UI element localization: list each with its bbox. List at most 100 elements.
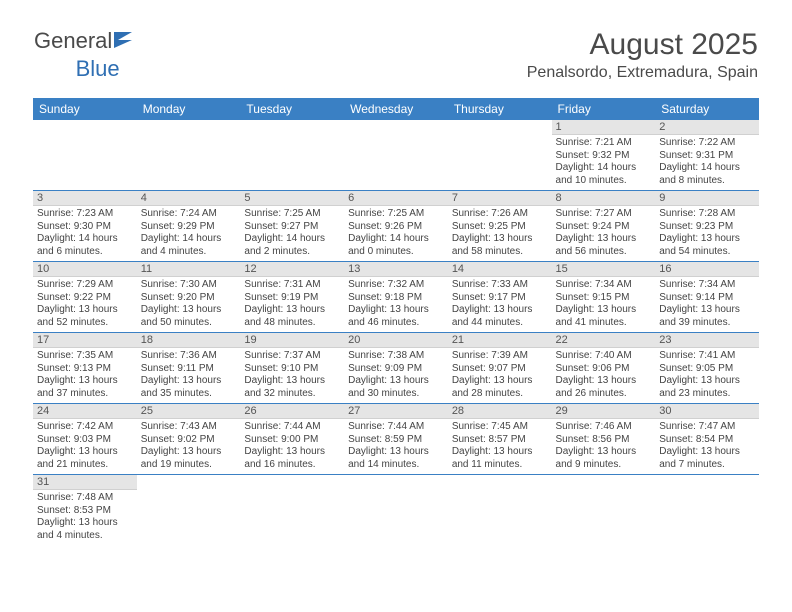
day-line: Sunrise: 7:29 AM bbox=[37, 279, 133, 292]
calendar-cell: 16Sunrise: 7:34 AMSunset: 9:14 PMDayligh… bbox=[655, 262, 759, 333]
logo-line2: GenBlue bbox=[34, 56, 120, 82]
day-number: 12 bbox=[240, 262, 344, 277]
day-number: 15 bbox=[552, 262, 656, 277]
calendar-table: SundayMondayTuesdayWednesdayThursdayFrid… bbox=[33, 98, 759, 545]
logo: General bbox=[34, 28, 136, 54]
day-line: Daylight: 13 hours bbox=[141, 375, 237, 388]
day-line: Sunrise: 7:28 AM bbox=[659, 208, 755, 221]
calendar-cell: 13Sunrise: 7:32 AMSunset: 9:18 PMDayligh… bbox=[344, 262, 448, 333]
day-line: Sunset: 9:22 PM bbox=[37, 292, 133, 305]
calendar-cell: 24Sunrise: 7:42 AMSunset: 9:03 PMDayligh… bbox=[33, 404, 137, 475]
calendar-row: 3Sunrise: 7:23 AMSunset: 9:30 PMDaylight… bbox=[33, 191, 759, 262]
day-line: Sunset: 9:06 PM bbox=[556, 363, 652, 376]
day-line: Sunset: 9:03 PM bbox=[37, 434, 133, 447]
calendar-cell: 17Sunrise: 7:35 AMSunset: 9:13 PMDayligh… bbox=[33, 333, 137, 404]
day-content: Sunrise: 7:25 AMSunset: 9:27 PMDaylight:… bbox=[240, 206, 344, 261]
day-content: Sunrise: 7:27 AMSunset: 9:24 PMDaylight:… bbox=[552, 206, 656, 261]
day-number: 2 bbox=[655, 120, 759, 135]
day-content: Sunrise: 7:45 AMSunset: 8:57 PMDaylight:… bbox=[448, 419, 552, 474]
day-line: Sunset: 9:05 PM bbox=[659, 363, 755, 376]
day-line: Daylight: 13 hours bbox=[452, 375, 548, 388]
day-line: and 11 minutes. bbox=[452, 459, 548, 472]
calendar-cell: 21Sunrise: 7:39 AMSunset: 9:07 PMDayligh… bbox=[448, 333, 552, 404]
day-content: Sunrise: 7:46 AMSunset: 8:56 PMDaylight:… bbox=[552, 419, 656, 474]
calendar-cell-empty bbox=[344, 475, 448, 546]
day-line: and 10 minutes. bbox=[556, 175, 652, 188]
day-line: Daylight: 14 hours bbox=[348, 233, 444, 246]
day-line: and 4 minutes. bbox=[141, 246, 237, 259]
calendar-cell: 6Sunrise: 7:25 AMSunset: 9:26 PMDaylight… bbox=[344, 191, 448, 262]
day-line: Daylight: 13 hours bbox=[659, 304, 755, 317]
day-line: and 4 minutes. bbox=[37, 530, 133, 543]
calendar-cell: 18Sunrise: 7:36 AMSunset: 9:11 PMDayligh… bbox=[137, 333, 241, 404]
day-line: Sunrise: 7:30 AM bbox=[141, 279, 237, 292]
calendar-cell: 27Sunrise: 7:44 AMSunset: 8:59 PMDayligh… bbox=[344, 404, 448, 475]
day-number: 20 bbox=[344, 333, 448, 348]
day-number: 9 bbox=[655, 191, 759, 206]
day-number: 21 bbox=[448, 333, 552, 348]
day-line: and 14 minutes. bbox=[348, 459, 444, 472]
calendar-cell-empty bbox=[655, 475, 759, 546]
day-line: Sunset: 9:31 PM bbox=[659, 150, 755, 163]
day-line: Sunset: 9:00 PM bbox=[244, 434, 340, 447]
day-line: and 46 minutes. bbox=[348, 317, 444, 330]
calendar-cell: 3Sunrise: 7:23 AMSunset: 9:30 PMDaylight… bbox=[33, 191, 137, 262]
dow-header: Wednesday bbox=[344, 98, 448, 120]
day-line: Sunrise: 7:39 AM bbox=[452, 350, 548, 363]
day-line: and 41 minutes. bbox=[556, 317, 652, 330]
day-content: Sunrise: 7:29 AMSunset: 9:22 PMDaylight:… bbox=[33, 277, 137, 332]
location: Penalsordo, Extremadura, Spain bbox=[527, 64, 758, 82]
calendar-cell: 5Sunrise: 7:25 AMSunset: 9:27 PMDaylight… bbox=[240, 191, 344, 262]
day-line: Sunset: 9:19 PM bbox=[244, 292, 340, 305]
day-content: Sunrise: 7:37 AMSunset: 9:10 PMDaylight:… bbox=[240, 348, 344, 403]
day-line: Sunset: 8:54 PM bbox=[659, 434, 755, 447]
calendar-cell: 29Sunrise: 7:46 AMSunset: 8:56 PMDayligh… bbox=[552, 404, 656, 475]
calendar-cell: 19Sunrise: 7:37 AMSunset: 9:10 PMDayligh… bbox=[240, 333, 344, 404]
day-line: Sunrise: 7:48 AM bbox=[37, 492, 133, 505]
dow-header: Thursday bbox=[448, 98, 552, 120]
day-line: and 56 minutes. bbox=[556, 246, 652, 259]
calendar-body: 1Sunrise: 7:21 AMSunset: 9:32 PMDaylight… bbox=[33, 120, 759, 545]
calendar-cell: 23Sunrise: 7:41 AMSunset: 9:05 PMDayligh… bbox=[655, 333, 759, 404]
dow-header: Sunday bbox=[33, 98, 137, 120]
day-content: Sunrise: 7:33 AMSunset: 9:17 PMDaylight:… bbox=[448, 277, 552, 332]
day-line: and 32 minutes. bbox=[244, 388, 340, 401]
day-number: 31 bbox=[33, 475, 137, 490]
day-line: Daylight: 13 hours bbox=[452, 446, 548, 459]
day-line: Sunset: 9:18 PM bbox=[348, 292, 444, 305]
day-line: Sunset: 9:24 PM bbox=[556, 221, 652, 234]
day-line: and 58 minutes. bbox=[452, 246, 548, 259]
calendar-row: 17Sunrise: 7:35 AMSunset: 9:13 PMDayligh… bbox=[33, 333, 759, 404]
day-line: Sunrise: 7:26 AM bbox=[452, 208, 548, 221]
day-line: and 16 minutes. bbox=[244, 459, 340, 472]
day-line: and 9 minutes. bbox=[556, 459, 652, 472]
flag-icon bbox=[114, 28, 136, 54]
day-line: Daylight: 13 hours bbox=[556, 375, 652, 388]
day-line: Sunset: 8:56 PM bbox=[556, 434, 652, 447]
dow-header: Monday bbox=[137, 98, 241, 120]
calendar-cell-empty bbox=[344, 120, 448, 191]
logo-text-general: General bbox=[34, 28, 112, 54]
day-line: and 52 minutes. bbox=[37, 317, 133, 330]
day-line: Sunrise: 7:32 AM bbox=[348, 279, 444, 292]
day-content: Sunrise: 7:42 AMSunset: 9:03 PMDaylight:… bbox=[33, 419, 137, 474]
calendar-row: 1Sunrise: 7:21 AMSunset: 9:32 PMDaylight… bbox=[33, 120, 759, 191]
dow-header: Tuesday bbox=[240, 98, 344, 120]
calendar-cell-empty bbox=[448, 120, 552, 191]
calendar-head: SundayMondayTuesdayWednesdayThursdayFrid… bbox=[33, 98, 759, 120]
day-line: Sunset: 9:29 PM bbox=[141, 221, 237, 234]
day-line: Sunrise: 7:37 AM bbox=[244, 350, 340, 363]
day-line: Daylight: 13 hours bbox=[556, 446, 652, 459]
day-number: 3 bbox=[33, 191, 137, 206]
day-content: Sunrise: 7:28 AMSunset: 9:23 PMDaylight:… bbox=[655, 206, 759, 261]
day-number: 29 bbox=[552, 404, 656, 419]
day-content: Sunrise: 7:21 AMSunset: 9:32 PMDaylight:… bbox=[552, 135, 656, 190]
day-content: Sunrise: 7:40 AMSunset: 9:06 PMDaylight:… bbox=[552, 348, 656, 403]
calendar-cell: 22Sunrise: 7:40 AMSunset: 9:06 PMDayligh… bbox=[552, 333, 656, 404]
day-line: Daylight: 13 hours bbox=[141, 446, 237, 459]
calendar-cell: 10Sunrise: 7:29 AMSunset: 9:22 PMDayligh… bbox=[33, 262, 137, 333]
day-line: and 23 minutes. bbox=[659, 388, 755, 401]
day-number: 28 bbox=[448, 404, 552, 419]
day-line: Daylight: 13 hours bbox=[452, 233, 548, 246]
day-line: and 37 minutes. bbox=[37, 388, 133, 401]
